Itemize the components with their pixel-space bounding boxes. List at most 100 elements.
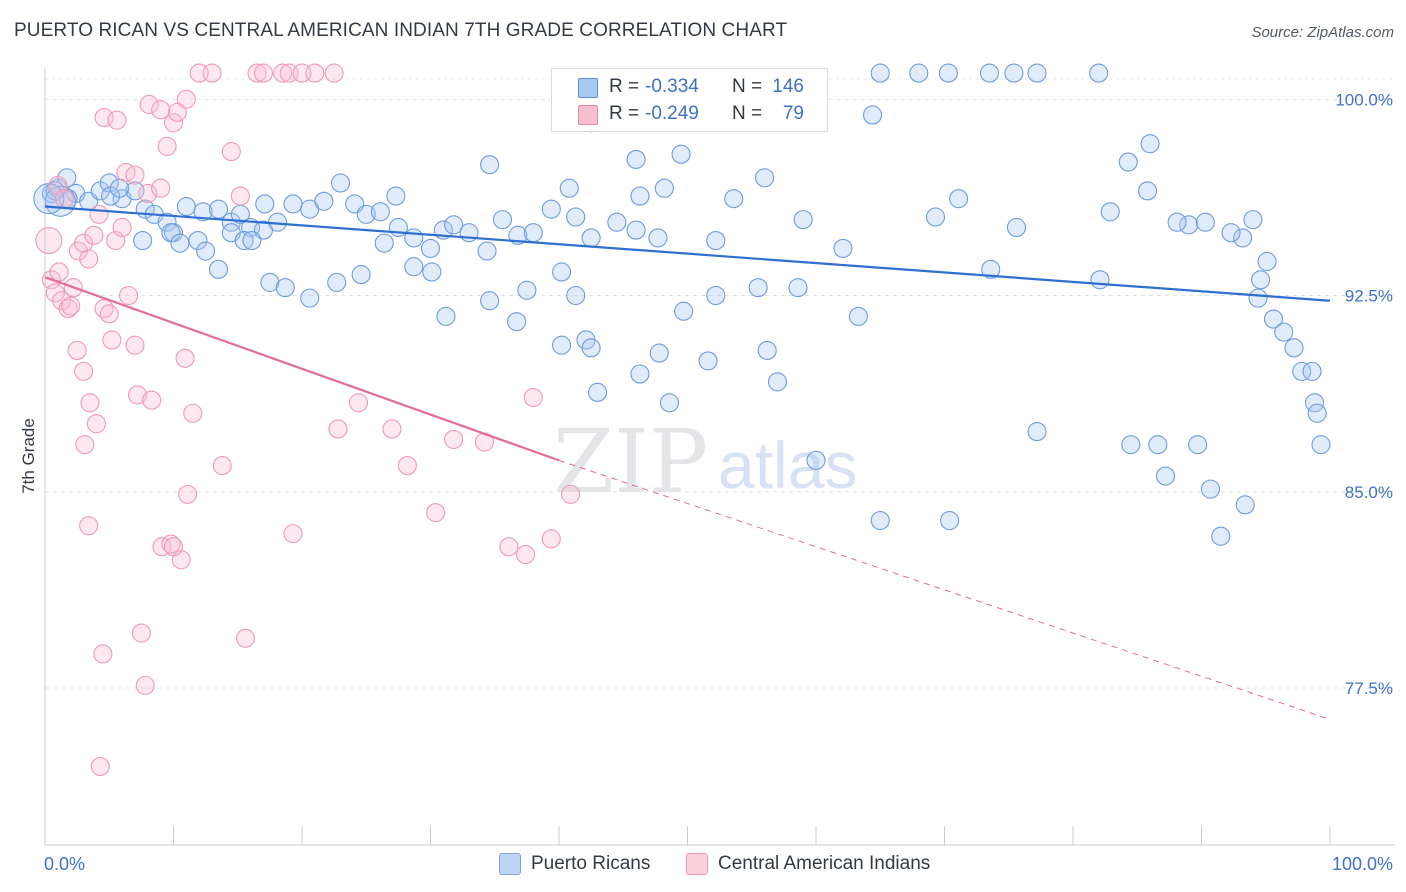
- data-point-puerto-rican: [581, 338, 601, 358]
- data-point-puerto-rican: [314, 191, 334, 211]
- data-point-puerto-rican: [748, 278, 768, 298]
- data-point-puerto-rican: [1137, 181, 1158, 201]
- data-point-central-american-indian: [163, 537, 184, 557]
- y-axis-title: 7th Grade: [19, 418, 38, 494]
- data-point-central-american-indian: [178, 484, 198, 504]
- data-point-puerto-rican: [1089, 63, 1109, 83]
- legend-swatch-blue: [499, 853, 521, 875]
- data-point-central-american-indian: [102, 330, 122, 350]
- data-point-puerto-rican: [170, 233, 190, 253]
- data-point-puerto-rican: [1027, 63, 1047, 83]
- data-point-puerto-rican: [925, 207, 946, 227]
- data-point-central-american-indian: [516, 544, 536, 565]
- legend-n-label: N =: [732, 103, 763, 124]
- data-point-puerto-rican: [492, 210, 513, 230]
- trend-line-central-american-indians-extension: [558, 459, 1331, 720]
- data-point-central-american-indian: [212, 456, 232, 476]
- trend-lines: [44, 205, 1331, 720]
- data-point-puerto-rican: [630, 186, 650, 206]
- data-point-puerto-rican: [330, 173, 351, 193]
- data-point-puerto-rican: [541, 199, 561, 219]
- data-point-puerto-rican: [404, 228, 424, 248]
- legend-n-label: N =: [732, 76, 763, 97]
- data-point-central-american-indian: [305, 63, 325, 83]
- data-point-puerto-rican: [755, 168, 775, 188]
- chart-title: PUERTO RICAN VS CENTRAL AMERICAN INDIAN …: [14, 20, 788, 41]
- gridlines: [45, 78, 1395, 689]
- data-point-central-american-indian: [131, 623, 151, 643]
- data-point-puerto-rican: [374, 233, 394, 253]
- data-point-puerto-rican: [626, 149, 646, 169]
- data-point-puerto-rican: [806, 450, 826, 470]
- data-point-puerto-rican: [242, 231, 262, 251]
- data-point-central-american-indian: [84, 225, 104, 245]
- legend-r-value: -0.249: [645, 103, 699, 124]
- data-point-puerto-rican: [671, 144, 691, 164]
- data-point-puerto-rican: [1027, 422, 1047, 442]
- data-point-puerto-rican: [133, 231, 153, 251]
- data-point-puerto-rican: [566, 285, 586, 306]
- axis-labels: 100.0% 92.5% 85.0% 77.5% 0.0% 100.0% 7th Grade: [19, 90, 1393, 874]
- data-point-central-american-indian: [125, 165, 145, 185]
- stats-legend: R = -0.334 N = 146 R = -0.249 N = 79: [551, 68, 828, 132]
- data-point-central-american-indian: [283, 524, 303, 544]
- data-point-central-american-indian: [112, 217, 132, 238]
- data-point-central-american-indian: [273, 63, 293, 83]
- data-point-central-american-indian: [138, 183, 158, 203]
- data-point-central-american-indian: [45, 283, 65, 303]
- data-point-central-american-indian: [79, 249, 99, 269]
- data-point-puerto-rican: [1274, 322, 1294, 342]
- data-point-central-american-indian: [61, 296, 81, 316]
- data-point-puerto-rican: [706, 285, 726, 306]
- data-point-puerto-rican: [351, 265, 371, 285]
- data-point-puerto-rican: [788, 278, 808, 298]
- data-point-central-american-indian: [139, 94, 159, 115]
- data-point-puerto-rican: [422, 262, 442, 282]
- data-point-central-american-indian: [163, 113, 184, 133]
- data-point-puerto-rican: [1284, 338, 1304, 358]
- data-point-puerto-rican: [559, 178, 579, 198]
- data-point-puerto-rican: [1311, 435, 1331, 455]
- data-point-central-american-indian: [49, 262, 69, 282]
- data-point-puerto-rican: [507, 312, 527, 332]
- data-point-puerto-rican: [477, 241, 497, 261]
- data-point-puerto-rican: [283, 194, 303, 214]
- data-point-central-american-indian: [221, 142, 241, 162]
- data-point-central-american-indian: [235, 628, 256, 648]
- data-point-puerto-rican: [356, 204, 376, 224]
- data-point-central-american-indian: [175, 348, 195, 368]
- data-point-puerto-rican: [848, 306, 868, 326]
- data-point-central-american-indian: [74, 233, 94, 253]
- data-point-central-american-indian: [54, 189, 74, 209]
- data-point-central-american-indian: [93, 644, 113, 664]
- x-tick-label: 100.0%: [1332, 854, 1393, 874]
- data-point-central-american-indian: [499, 537, 519, 557]
- data-point-puerto-rican: [1118, 152, 1138, 172]
- data-point-puerto-rican: [275, 278, 295, 298]
- data-point-puerto-rican: [444, 215, 464, 235]
- data-point-central-american-indian: [58, 299, 78, 319]
- data-point-central-american-indian: [89, 204, 109, 224]
- data-point-puerto-rican: [1257, 251, 1277, 272]
- y-tick-label: 100.0%: [1335, 90, 1393, 109]
- data-point-puerto-rican: [648, 228, 668, 248]
- data-point-puerto-rican: [552, 262, 572, 282]
- watermark-atlas: atlas: [718, 428, 857, 502]
- data-point-puerto-rican: [909, 63, 929, 83]
- data-point-central-american-indian: [202, 63, 222, 83]
- data-point-puerto-rican: [949, 189, 969, 209]
- data-point-puerto-rican: [674, 301, 694, 321]
- legend-row-central-american-indians: R = -0.249 N = 79: [552, 100, 827, 128]
- data-point-puerto-rican: [1243, 210, 1263, 230]
- data-point-puerto-rican: [436, 306, 456, 326]
- series-central-american-indians: [35, 63, 581, 777]
- data-point-central-american-indian: [382, 419, 402, 439]
- data-point-puerto-rican: [587, 382, 608, 402]
- data-point-central-american-indian: [67, 340, 87, 361]
- data-point-puerto-rican: [1140, 134, 1160, 154]
- data-point-puerto-rican: [654, 178, 674, 198]
- data-point-puerto-rican: [1302, 361, 1322, 381]
- data-point-central-american-indian: [157, 136, 177, 156]
- data-point-central-american-indian: [80, 393, 100, 413]
